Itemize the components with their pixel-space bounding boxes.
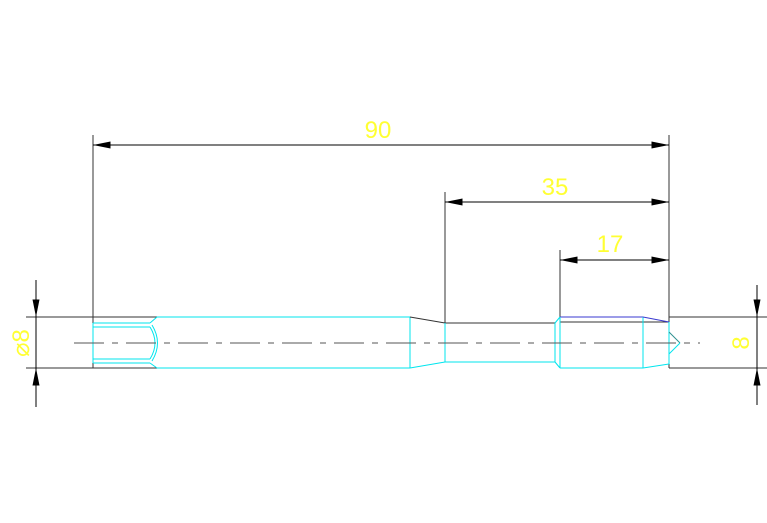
dimension-text-35: 35 [542,174,569,201]
dimension-left-diameter: ⌀8 [8,280,40,407]
shaft-part [92,316,681,369]
dimension-right-diameter: 8 [728,285,761,405]
extension-lines [26,135,767,369]
dimension-text-90: 90 [365,117,392,144]
dimension-text-diameter-8: ⌀8 [8,329,35,357]
dimension-head-length: 17 [560,231,669,264]
dimension-step-length: 35 [445,174,669,206]
dimension-text-17: 17 [597,231,624,258]
dimension-overall-length: 90 [93,117,669,149]
dimension-text-8: 8 [728,336,755,349]
